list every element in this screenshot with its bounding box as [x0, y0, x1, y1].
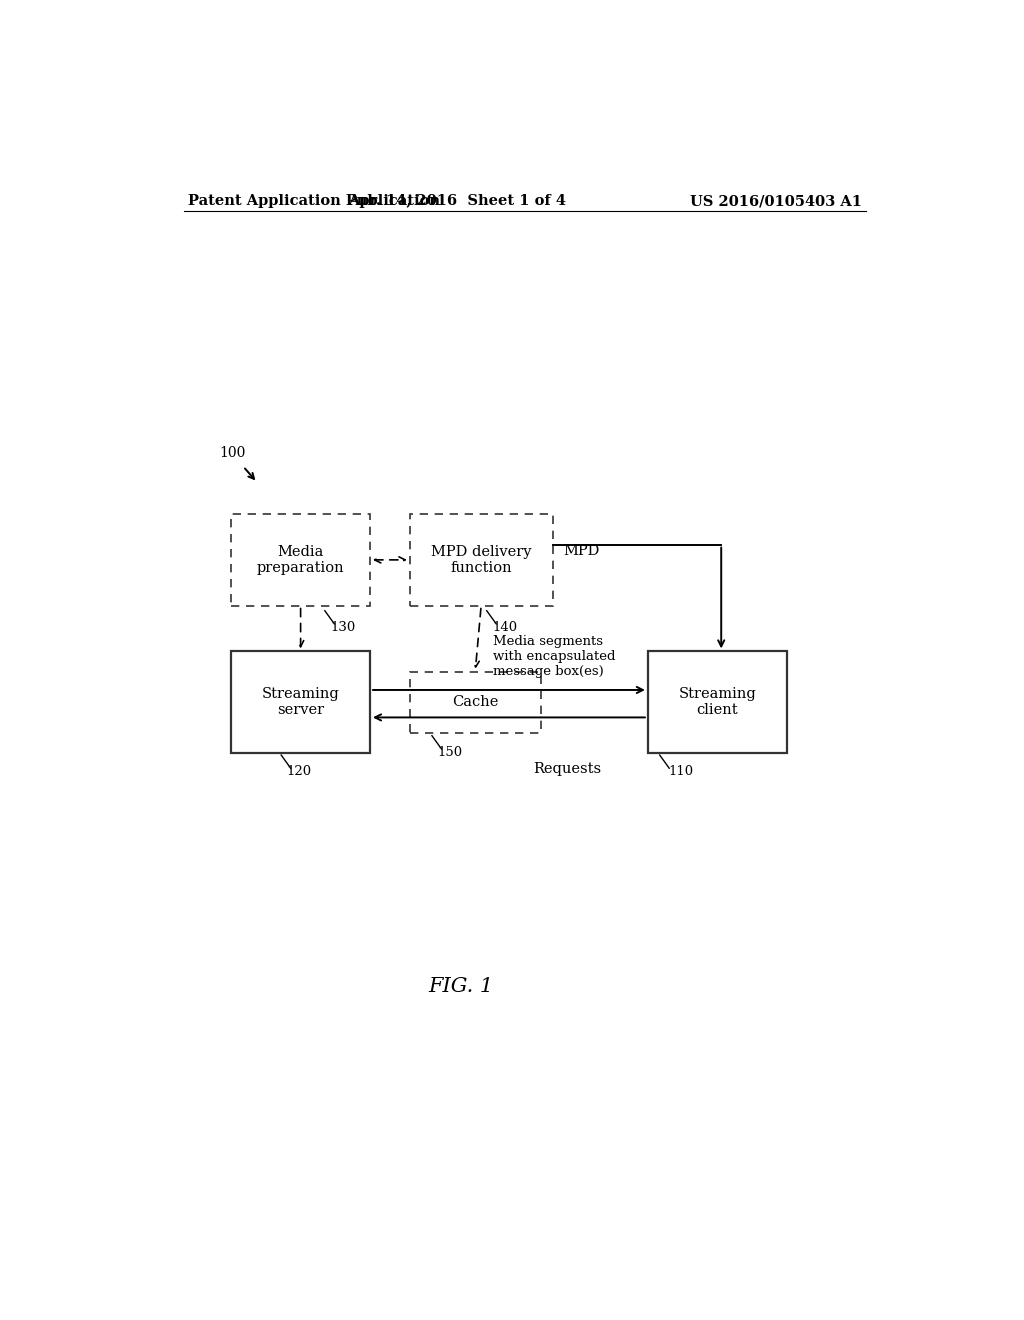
Text: MPD delivery
function: MPD delivery function — [431, 545, 531, 576]
Text: Requests: Requests — [532, 762, 601, 776]
Bar — [648, 651, 786, 752]
Text: FIG. 1: FIG. 1 — [429, 977, 494, 997]
Bar — [231, 513, 370, 606]
Text: Streaming
client: Streaming client — [678, 688, 756, 717]
Bar — [231, 651, 370, 752]
Text: Media segments
with encapsulated
message box(es): Media segments with encapsulated message… — [494, 635, 615, 678]
Text: 120: 120 — [287, 766, 312, 779]
Bar — [410, 672, 541, 733]
Text: 140: 140 — [493, 620, 517, 634]
Text: 130: 130 — [331, 620, 355, 634]
Text: 110: 110 — [669, 766, 693, 779]
Text: 100: 100 — [219, 446, 246, 461]
Bar — [410, 513, 553, 606]
Text: Streaming
server: Streaming server — [262, 688, 340, 717]
Text: Cache: Cache — [452, 696, 499, 709]
Text: MPD: MPD — [563, 544, 599, 558]
Text: US 2016/0105403 A1: US 2016/0105403 A1 — [690, 194, 862, 209]
Text: 150: 150 — [437, 746, 463, 759]
Text: Media
preparation: Media preparation — [257, 545, 344, 576]
Text: Patent Application Publication: Patent Application Publication — [187, 194, 439, 209]
Text: Apr. 14, 2016  Sheet 1 of 4: Apr. 14, 2016 Sheet 1 of 4 — [348, 194, 566, 209]
